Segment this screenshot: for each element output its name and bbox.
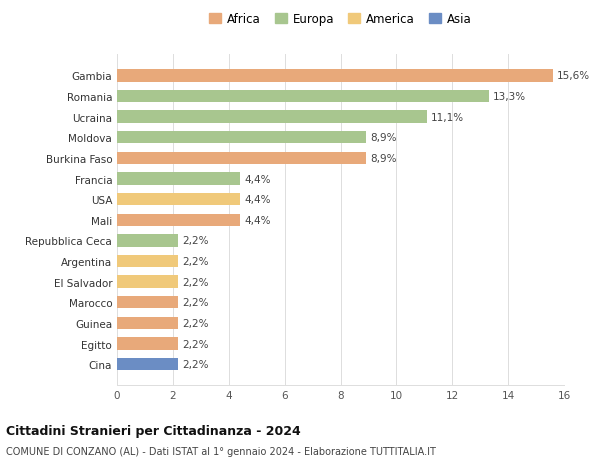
Text: 13,3%: 13,3% — [493, 92, 526, 102]
Bar — [117, 111, 427, 123]
Text: 2,2%: 2,2% — [182, 297, 209, 308]
Text: 8,9%: 8,9% — [370, 154, 397, 163]
Bar — [117, 214, 240, 226]
Bar — [117, 173, 240, 185]
Text: 2,2%: 2,2% — [182, 277, 209, 287]
Text: 2,2%: 2,2% — [182, 257, 209, 267]
Bar — [117, 358, 178, 370]
Bar — [117, 276, 178, 288]
Text: 2,2%: 2,2% — [182, 236, 209, 246]
Text: 8,9%: 8,9% — [370, 133, 397, 143]
Bar — [117, 70, 553, 83]
Text: 2,2%: 2,2% — [182, 318, 209, 328]
Text: 11,1%: 11,1% — [431, 112, 464, 123]
Bar — [117, 297, 178, 309]
Text: COMUNE DI CONZANO (AL) - Dati ISTAT al 1° gennaio 2024 - Elaborazione TUTTITALIA: COMUNE DI CONZANO (AL) - Dati ISTAT al 1… — [6, 446, 436, 456]
Bar — [117, 338, 178, 350]
Text: 4,4%: 4,4% — [244, 195, 271, 205]
Legend: Africa, Europa, America, Asia: Africa, Europa, America, Asia — [205, 8, 476, 30]
Bar — [117, 152, 365, 165]
Text: 4,4%: 4,4% — [244, 215, 271, 225]
Text: 2,2%: 2,2% — [182, 339, 209, 349]
Text: 15,6%: 15,6% — [557, 71, 590, 81]
Bar — [117, 194, 240, 206]
Text: Cittadini Stranieri per Cittadinanza - 2024: Cittadini Stranieri per Cittadinanza - 2… — [6, 425, 301, 437]
Bar — [117, 317, 178, 330]
Bar — [117, 255, 178, 268]
Bar — [117, 132, 365, 144]
Text: 2,2%: 2,2% — [182, 359, 209, 369]
Bar — [117, 235, 178, 247]
Bar — [117, 91, 488, 103]
Text: 4,4%: 4,4% — [244, 174, 271, 184]
